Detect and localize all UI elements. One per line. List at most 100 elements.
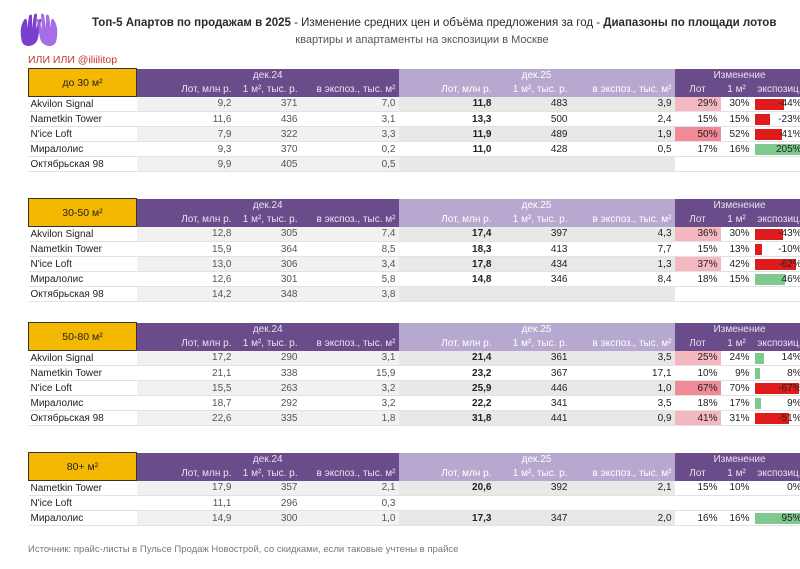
dec24-value: 17,9 [136, 480, 235, 496]
dec24-value: 305 [234, 226, 301, 242]
project-name: Миралолис [28, 271, 137, 287]
title-bold: Топ-5 Апартов по продажам в 2025 [92, 17, 291, 29]
col-m2-header: 1 м², тыс. р. [494, 466, 571, 481]
change-exp-value: 0% [752, 480, 800, 496]
size-section: 50-80 м² дек.24 дек.25 Изменение Лот, млн р.… [28, 322, 800, 426]
negative-bar [754, 244, 762, 255]
change-m2-value [720, 495, 753, 511]
change-m2-value: 31% [720, 410, 753, 426]
dec25-value: 8,4 [570, 271, 675, 287]
change-lot-value: 17% [674, 141, 721, 157]
change-m2-value: 13% [720, 241, 753, 257]
positive-bar [754, 398, 761, 409]
change-exp-value: 8% [752, 365, 800, 381]
dec24-value: 12,8 [136, 226, 235, 242]
period-1-header: дек.24 [136, 68, 399, 83]
period-2-header: дек.25 [398, 198, 675, 213]
change-exp-value: -51% [752, 410, 800, 426]
col-m2-header: 1 м², тыс. р. [234, 466, 301, 481]
hands-logo-icon [20, 13, 58, 46]
dec24-value: 371 [234, 96, 301, 112]
dec25-value: 17,8 [398, 256, 495, 272]
table-row: Миралолис 12,6 301 5,8 14,8 346 8,4 18% 15% 46% [28, 271, 800, 287]
dec25-value: 441 [494, 410, 571, 426]
dec25-value [398, 495, 495, 511]
project-name: Akvilon Signal [28, 350, 137, 366]
change-lot-value: 18% [674, 271, 721, 287]
page-title: Топ-5 Апартов по продажам в 2025 - Измен… [92, 17, 776, 29]
col-m2-header: 1 м², тыс. р. [234, 336, 301, 351]
dec25-value [398, 156, 495, 172]
change-lot-value: 29% [674, 96, 721, 112]
dec24-value: 13,0 [136, 256, 235, 272]
dec24-value: 11,1 [136, 495, 235, 511]
exp-change-label: 95% [781, 512, 800, 524]
dec25-value: 18,3 [398, 241, 495, 257]
dec24-value: 3,1 [300, 111, 399, 127]
exp-change-label: 205% [775, 143, 800, 155]
size-range-label: 50-80 м² [28, 322, 137, 351]
positive-bar [754, 144, 800, 155]
negative-bar [754, 129, 782, 140]
col-lot-header: Лот, млн р. [398, 82, 495, 97]
dec24-value: 364 [234, 241, 301, 257]
page-subtitle: квартиры и апартаменты на экспозиции в М… [295, 34, 549, 46]
table-row: Nametkin Tower 21,1 338 15,9 23,2 367 17,1 10% 9… [28, 365, 800, 381]
dec25-value: 483 [494, 96, 571, 112]
dec24-value: 3,3 [300, 126, 399, 142]
col-m2-header: 1 м², тыс. р. [234, 212, 301, 227]
table-row: N'ice Loft 15,5 263 3,2 25,9 446 1,0 67% 70% -67% [28, 380, 800, 396]
dec25-value: 7,7 [570, 241, 675, 257]
negative-bar [754, 114, 770, 125]
negative-bar [754, 413, 789, 424]
change-exp-value: 9% [752, 395, 800, 411]
change-lot-value: 15% [674, 241, 721, 257]
title-mid: - Изменение средних цен и объёма предлож… [290, 17, 604, 29]
dec25-value: 1,9 [570, 126, 675, 142]
change-m2-value: 30% [720, 96, 753, 112]
project-name: N'ice Loft [28, 256, 137, 272]
author-handle[interactable]: ИЛИ ИЛИ @iliilitop [28, 54, 118, 66]
change-lot-header: Лот [674, 82, 721, 97]
table-row: Nametkin Tower 15,9 364 8,5 18,3 413 7,7 15% 13%… [28, 241, 800, 257]
dec25-value: 21,4 [398, 350, 495, 366]
table-row: N'ice Loft 11,1 296 0,3 [28, 495, 800, 511]
period-2-header: дек.25 [398, 322, 675, 337]
dec25-value: 3,9 [570, 96, 675, 112]
change-lot-value: 41% [674, 410, 721, 426]
exp-change-label: -67% [778, 382, 800, 394]
change-exp-value: 205% [752, 141, 800, 157]
change-exp-header: экспозиц. [752, 82, 800, 97]
dec25-value: 17,3 [398, 510, 495, 526]
col-exp-header: в экспоз., тыс. м² [300, 82, 399, 97]
change-lot-value [674, 156, 721, 172]
project-name: Akvilon Signal [28, 96, 137, 112]
dec24-value: 7,4 [300, 226, 399, 242]
dec24-value: 370 [234, 141, 301, 157]
change-exp-value [752, 286, 800, 302]
size-table: 50-80 м² дек.24 дек.25 Изменение Лот, млн р.… [28, 322, 800, 426]
dec25-value: 17,4 [398, 226, 495, 242]
col-m2-header: 1 м², тыс. р. [494, 336, 571, 351]
project-name: Nametkin Tower [28, 241, 137, 257]
project-name: Октябрьская 98 [28, 156, 137, 172]
col-lot-header: Лот, млн р. [398, 336, 495, 351]
change-lot-header: Лот [674, 212, 721, 227]
dec24-value: 357 [234, 480, 301, 496]
col-exp-header: в экспоз., тыс. м² [570, 336, 675, 351]
change-exp-header: экспозиц. [752, 466, 800, 481]
dec24-value: 9,2 [136, 96, 235, 112]
change-exp-value: 46% [752, 271, 800, 287]
size-section: до 30 м² дек.24 дек.25 Изменение Лот, млн р.… [28, 68, 800, 172]
col-exp-header: в экспоз., тыс. м² [300, 466, 399, 481]
dec24-value: 14,9 [136, 510, 235, 526]
change-exp-value: -44% [752, 96, 800, 112]
change-lot-value: 10% [674, 365, 721, 381]
table-row: Октябрьская 98 9,9 405 0,5 [28, 156, 800, 172]
col-m2-header: 1 м², тыс. р. [494, 82, 571, 97]
change-header: Изменение [674, 198, 800, 213]
change-m2-value [720, 156, 753, 172]
dec25-value: 17,1 [570, 365, 675, 381]
positive-bar [754, 274, 785, 285]
positive-bar [754, 368, 760, 379]
